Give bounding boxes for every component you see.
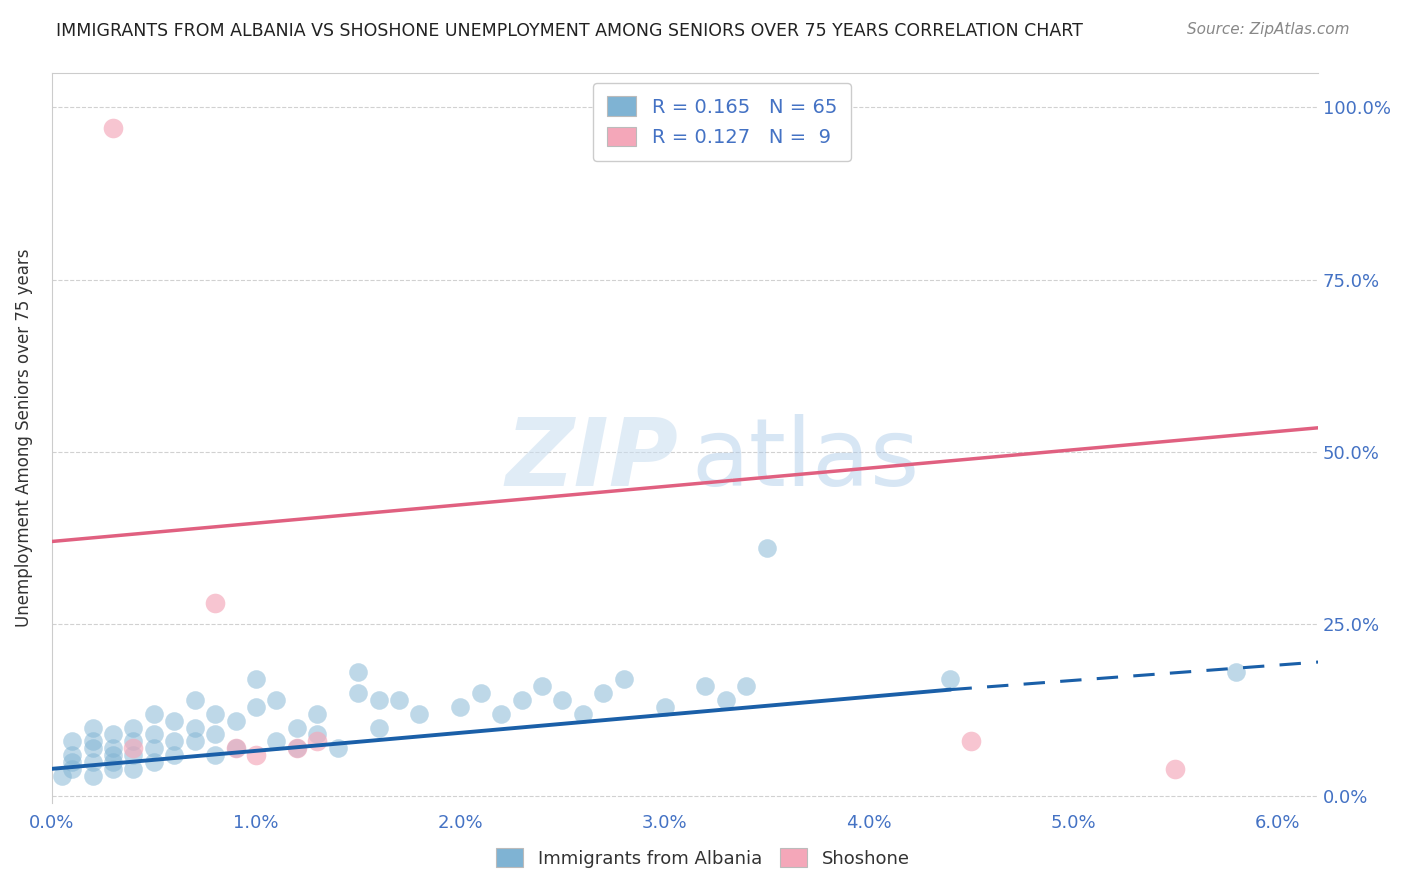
Point: [225, 741, 247, 756]
Point: [122, 734, 145, 748]
Point: [60, 762, 83, 776]
Point: [245, 673, 267, 687]
Point: [755, 541, 778, 556]
Point: [101, 741, 124, 756]
Point: [225, 714, 247, 728]
Point: [285, 741, 308, 756]
Point: [163, 714, 186, 728]
Point: [245, 747, 267, 762]
Point: [122, 741, 145, 756]
Point: [245, 699, 267, 714]
Point: [266, 693, 288, 707]
Point: [51, 769, 73, 783]
Point: [204, 747, 226, 762]
Y-axis label: Unemployment Among Seniors over 75 years: Unemployment Among Seniors over 75 years: [15, 249, 32, 627]
Point: [285, 721, 308, 735]
Point: [225, 741, 247, 756]
Point: [82, 769, 104, 783]
Point: [163, 734, 186, 748]
Point: [1225, 665, 1247, 680]
Point: [142, 755, 165, 769]
Point: [489, 706, 512, 721]
Point: [60, 755, 83, 769]
Point: [347, 686, 370, 700]
Point: [60, 734, 83, 748]
Point: [142, 706, 165, 721]
Point: [388, 693, 411, 707]
Point: [367, 693, 389, 707]
Point: [163, 747, 186, 762]
Point: [122, 762, 145, 776]
Point: [654, 699, 676, 714]
Point: [572, 706, 595, 721]
Point: [510, 693, 533, 707]
Point: [142, 727, 165, 741]
Point: [122, 721, 145, 735]
Point: [82, 755, 104, 769]
Point: [101, 755, 124, 769]
Point: [60, 747, 83, 762]
Point: [939, 673, 962, 687]
Text: IMMIGRANTS FROM ALBANIA VS SHOSHONE UNEMPLOYMENT AMONG SENIORS OVER 75 YEARS COR: IMMIGRANTS FROM ALBANIA VS SHOSHONE UNEM…: [56, 22, 1083, 40]
Point: [613, 673, 636, 687]
Point: [735, 679, 758, 693]
Point: [367, 721, 389, 735]
Legend: R = 0.165   N = 65, R = 0.127   N =  9: R = 0.165 N = 65, R = 0.127 N = 9: [593, 83, 851, 161]
Point: [101, 762, 124, 776]
Point: [183, 693, 205, 707]
Point: [82, 741, 104, 756]
Point: [695, 679, 717, 693]
Point: [285, 741, 308, 756]
Point: [714, 693, 737, 707]
Point: [204, 727, 226, 741]
Point: [82, 734, 104, 748]
Point: [592, 686, 614, 700]
Point: [449, 699, 471, 714]
Point: [183, 721, 205, 735]
Point: [307, 706, 329, 721]
Point: [960, 734, 983, 748]
Point: [82, 721, 104, 735]
Point: [204, 597, 226, 611]
Point: [326, 741, 349, 756]
Point: [551, 693, 574, 707]
Point: [307, 734, 329, 748]
Text: ZIP: ZIP: [506, 414, 679, 506]
Point: [408, 706, 430, 721]
Point: [266, 734, 288, 748]
Point: [470, 686, 492, 700]
Point: [142, 741, 165, 756]
Point: [307, 727, 329, 741]
Legend: Immigrants from Albania, Shoshone: Immigrants from Albania, Shoshone: [485, 838, 921, 879]
Point: [530, 679, 553, 693]
Point: [1164, 762, 1187, 776]
Text: atlas: atlas: [692, 414, 920, 506]
Point: [101, 747, 124, 762]
Point: [347, 665, 370, 680]
Text: Source: ZipAtlas.com: Source: ZipAtlas.com: [1187, 22, 1350, 37]
Point: [101, 727, 124, 741]
Point: [101, 121, 124, 136]
Point: [183, 734, 205, 748]
Point: [122, 747, 145, 762]
Point: [204, 706, 226, 721]
